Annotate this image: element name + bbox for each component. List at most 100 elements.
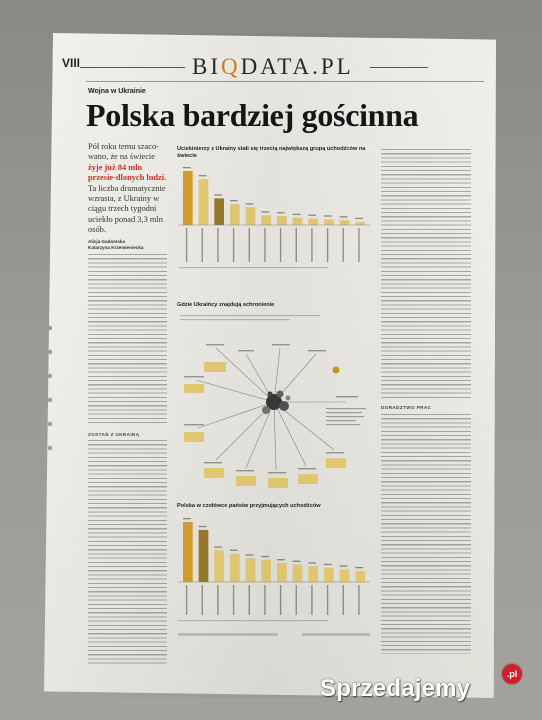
lead-part-1: Pół roku temu szaco-wano, że na świecie: [88, 142, 159, 162]
chart-bar: [308, 566, 319, 582]
bar-value-mark: [214, 194, 223, 196]
masthead-rule-left: [80, 67, 185, 68]
chart-bar: [229, 553, 240, 582]
bar-value-mark: [339, 216, 348, 218]
chart-bar: [323, 567, 334, 582]
header-divider: [86, 81, 484, 82]
chart-bar: [229, 204, 240, 225]
chart-bar: [182, 171, 193, 225]
chart-bar: [276, 216, 287, 225]
bar-category-label: [264, 228, 266, 262]
watermark-text: Sprzedajemy: [320, 675, 471, 702]
bar-value-mark: [355, 566, 364, 569]
bar-value-mark: [276, 212, 285, 214]
chart-bar: [308, 218, 319, 225]
chart-bar: [245, 207, 256, 225]
chart-bar: [198, 529, 209, 582]
bar-category-label: [279, 228, 282, 262]
page-number: VIII: [62, 56, 81, 70]
bar-category-label: [217, 585, 219, 615]
bar-category-label: [311, 228, 313, 262]
bar-category-label: [264, 585, 266, 615]
bar-value-mark: [229, 200, 238, 202]
bar-value-mark: [323, 215, 332, 217]
middle-infographic: [180, 315, 366, 488]
chart-bar: [214, 550, 225, 582]
bar-category-label: [358, 585, 360, 615]
bar-value-mark: [308, 562, 317, 564]
bar-value-mark: [355, 217, 364, 220]
bar-category-label: [326, 585, 329, 615]
bar-category-label: [342, 585, 344, 615]
masthead-rule-right: [370, 67, 428, 68]
bar-value-mark: [198, 175, 207, 177]
bar-category-label: [279, 585, 282, 615]
authors: Alicja Gadomska Katarzyna Krzemieniecka: [88, 239, 143, 251]
bar-value-mark: [261, 211, 270, 213]
bar-category-label: [358, 228, 360, 262]
masthead-accent: Q: [221, 54, 241, 79]
source-note-left: [178, 633, 278, 636]
author-2: Katarzyna Krzemieniecka: [88, 245, 144, 250]
bar-category-label: [311, 585, 313, 615]
section-label: Wojna w Ukrainie: [88, 88, 146, 95]
bar-value-mark: [339, 565, 348, 567]
body-text-left-2: [88, 440, 167, 666]
bar-value-mark: [214, 546, 223, 548]
lead-part-3: Ta liczba dramatycznie wzrasta, z Ukrain…: [88, 183, 166, 235]
bottom-chart: [178, 518, 370, 622]
chart-bar: [292, 564, 303, 582]
body-text-right-1: [381, 149, 471, 399]
bar-value-mark: [229, 549, 238, 551]
bar-value-mark: [198, 525, 207, 528]
bar-value-mark: [323, 563, 332, 566]
bar-value-mark: [292, 213, 301, 216]
chart-bar: [339, 220, 350, 225]
top-chart: [178, 167, 370, 269]
masthead-part-2: DATA.PL: [240, 54, 354, 79]
bar-value-mark: [292, 560, 301, 562]
bar-category-label: [232, 585, 235, 615]
chart-bar: [276, 563, 287, 582]
chart-bar: [261, 215, 272, 225]
watermark-badge: .pl: [502, 664, 522, 684]
bar-category-label: [295, 228, 297, 262]
bar-value-mark: [245, 554, 254, 556]
top-chart-title: Uciekinierzy z Ukrainy stali się trzecią…: [177, 146, 366, 159]
chart-bar: [292, 217, 303, 225]
bar-category-label: [326, 228, 329, 262]
body-text-right-2: [381, 414, 471, 654]
bar-category-label: [185, 585, 188, 615]
middle-chart-title: Gdzie Ukraińcy znajdują schronienie: [177, 302, 275, 308]
chart-footnote: [178, 267, 328, 269]
bar-category-label: [342, 228, 344, 262]
lead-highlight: żyje już 84 mln przesie-dlonych ludzi.: [88, 162, 167, 183]
lead-paragraph: Pół roku temu szaco-wano, że na świecie …: [88, 142, 168, 236]
source-note-right: [302, 633, 370, 636]
bar-value-mark: [276, 559, 285, 561]
bottom-chart-title: Polska w czołówce państw przyjmujących u…: [177, 503, 321, 509]
bar-category-label: [201, 228, 203, 262]
bar-value-mark: [245, 203, 254, 205]
bar-category-label: [295, 585, 297, 615]
chart-footnote: [178, 620, 328, 622]
masthead: BIQDATA.PL: [192, 54, 354, 80]
bar-category-label: [248, 228, 250, 262]
bar-category-label: [248, 585, 250, 615]
bar-category-label: [232, 228, 235, 262]
headline: Polska bardziej gościnna: [86, 97, 419, 133]
body-text-left-1: [88, 254, 167, 426]
bar-value-mark: [182, 518, 191, 520]
bar-category-label: [185, 228, 188, 262]
bar-value-mark: [182, 167, 191, 169]
chart-bar: [245, 558, 256, 582]
chart-bar: [355, 221, 366, 225]
chart-bar: [339, 569, 350, 582]
chart-bar: [355, 570, 366, 582]
chart-bar: [261, 559, 272, 582]
chart-bar: [323, 219, 334, 225]
sidebar-head: DORADZTWO PRAC: [381, 405, 432, 410]
chart-bar: [182, 522, 193, 582]
